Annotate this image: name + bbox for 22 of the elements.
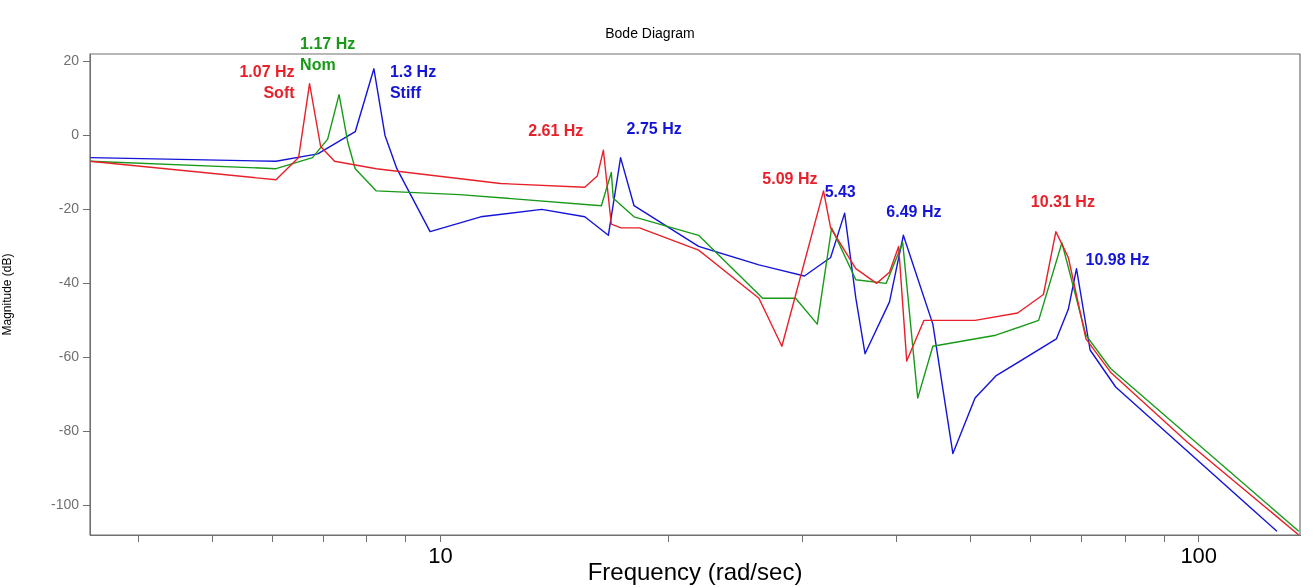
annotation: 2.61 Hz — [528, 121, 584, 139]
x-tick-label: 100 — [1180, 543, 1218, 569]
annotation: 10.31 Hz — [1030, 193, 1095, 211]
y-tick-label: -40 — [58, 274, 80, 291]
x-tick-label: 10 — [428, 543, 453, 569]
y-tick-label: 0 — [71, 126, 80, 143]
chart-title: Bode Diagram — [605, 25, 695, 42]
x-axis-title: Frequency (rad/sec) — [587, 558, 803, 586]
annotation: 6.49 Hz — [886, 202, 942, 220]
y-tick-label: -60 — [58, 348, 80, 365]
annotation: 5.43 — [824, 182, 856, 200]
y-tick-label: -80 — [58, 422, 80, 439]
y-tick-label: -20 — [58, 200, 80, 217]
annotation: 10.98 Hz — [1085, 251, 1150, 269]
annotation: 1.3 Hz Stiff — [389, 63, 437, 102]
annotation: 1.17 Hz Nom — [300, 35, 356, 74]
y-tick-label: 20 — [63, 52, 80, 69]
annotation: 2.75 Hz — [626, 120, 682, 138]
annotation: 1.07 Hz Soft — [239, 63, 296, 102]
annotation: 5.09 Hz — [762, 170, 818, 188]
y-tick-label: -100 — [50, 496, 80, 513]
y-axis-title: Magnitude (dB) — [0, 253, 14, 336]
